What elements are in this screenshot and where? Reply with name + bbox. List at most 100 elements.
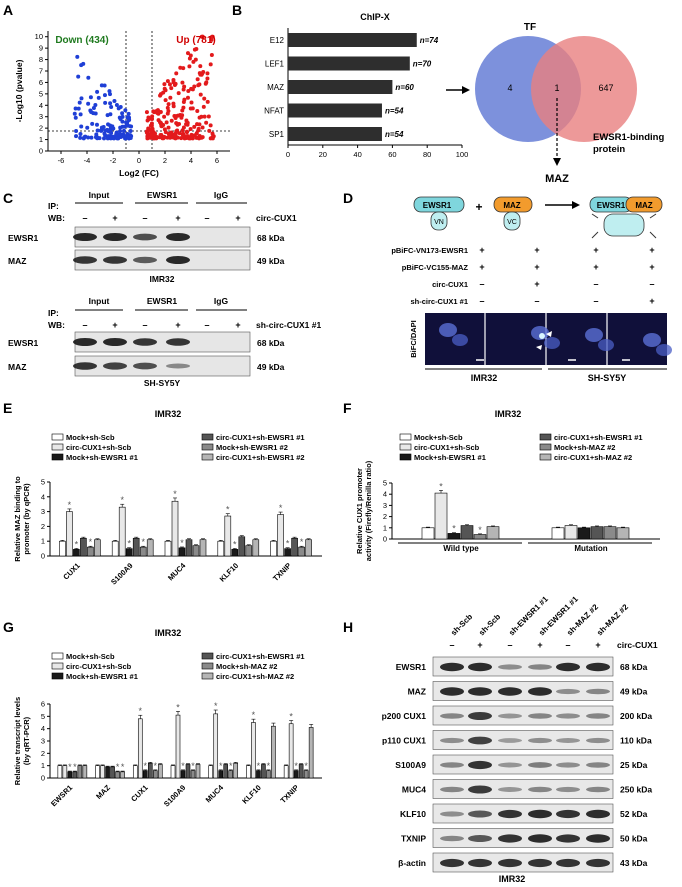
chart-bar bbox=[80, 537, 87, 557]
blot-band bbox=[498, 809, 522, 819]
volcano-point-down bbox=[78, 131, 83, 136]
volcano-point-up bbox=[207, 128, 212, 133]
chart-bar bbox=[139, 546, 147, 557]
legend-swatch bbox=[201, 443, 214, 451]
wb-strip bbox=[432, 852, 614, 873]
volcano-point-down bbox=[118, 129, 123, 134]
volcano-point-down bbox=[124, 123, 129, 128]
volcano-point-down bbox=[115, 132, 120, 137]
blot-band bbox=[498, 687, 522, 696]
volcano-point-up bbox=[204, 120, 209, 125]
volcano-point-up bbox=[146, 115, 151, 120]
chart-ytick: 1 bbox=[41, 761, 45, 770]
significance-star: * bbox=[289, 711, 293, 721]
venn-right-count: 647 bbox=[598, 83, 613, 93]
blot-band bbox=[468, 835, 492, 842]
chart-xtick: Wild type bbox=[443, 544, 479, 553]
chart-bar bbox=[110, 766, 115, 779]
bifc-nucleus bbox=[439, 323, 457, 337]
wb-circ-sign: + bbox=[537, 640, 542, 650]
volcano-point-down bbox=[74, 128, 79, 133]
chart-bar bbox=[105, 766, 110, 779]
chart-title: IMR32 bbox=[495, 409, 522, 419]
chart-bar bbox=[147, 762, 153, 779]
significance-star: * bbox=[144, 761, 148, 771]
svg-text:IP:: IP: bbox=[48, 201, 59, 211]
blot-band bbox=[133, 362, 157, 370]
chart-ytick: 4 bbox=[41, 492, 45, 501]
legend-label: Mock+sh-Scb bbox=[66, 652, 115, 661]
volcano-point-up bbox=[146, 134, 151, 139]
chart-bar bbox=[434, 492, 448, 540]
svg-text:MAZ: MAZ bbox=[635, 201, 652, 210]
chart-bar bbox=[152, 770, 158, 779]
svg-text:MAZ: MAZ bbox=[503, 201, 520, 210]
chipx-xtick: 80 bbox=[423, 150, 431, 159]
venn-result-label: MAZ bbox=[545, 173, 569, 185]
svg-text:IP:: IP: bbox=[48, 308, 59, 318]
blot-band bbox=[133, 338, 157, 346]
chart-bar bbox=[132, 765, 138, 779]
blot-band bbox=[440, 687, 464, 696]
chart-xtick: KLF10 bbox=[240, 783, 263, 806]
chart-bar bbox=[77, 765, 83, 779]
chart-bar bbox=[115, 771, 120, 779]
volcano-point-up bbox=[208, 123, 213, 128]
coip-sign: – bbox=[82, 213, 87, 223]
volcano-point-up bbox=[189, 100, 194, 105]
legend-swatch bbox=[201, 662, 214, 670]
volcano-point-up bbox=[149, 127, 154, 132]
volcano-point-up bbox=[188, 106, 193, 111]
volcano-point-up bbox=[179, 136, 184, 141]
svg-text:SH-SY5Y: SH-SY5Y bbox=[588, 373, 627, 383]
chipx-bar-label: E12 bbox=[270, 36, 285, 45]
chart-bar bbox=[551, 527, 565, 540]
volcano-point-up bbox=[175, 122, 180, 127]
volcano-point-up bbox=[189, 134, 194, 139]
chart-bar bbox=[447, 533, 461, 540]
volcano-point-down bbox=[88, 95, 93, 100]
chipx-bar-label: LEF1 bbox=[265, 60, 285, 69]
legend-label: Mock+sh-Scb bbox=[414, 433, 463, 442]
chart-bar bbox=[224, 515, 232, 557]
svg-text:IMR32: IMR32 bbox=[499, 874, 526, 884]
panel-label-C: C bbox=[3, 190, 13, 206]
chart-bar bbox=[218, 770, 224, 779]
blot-band bbox=[468, 712, 492, 720]
blot-band bbox=[528, 834, 552, 843]
coip-sign: – bbox=[204, 213, 209, 223]
chart-bar bbox=[293, 770, 299, 779]
blot-band bbox=[73, 362, 97, 370]
venn-ewsr1-circle bbox=[531, 36, 637, 142]
svg-text:WB:: WB: bbox=[48, 320, 65, 330]
wb-strip bbox=[432, 828, 614, 848]
volcano-point-up bbox=[197, 71, 202, 76]
bifc-sign: + bbox=[649, 262, 654, 272]
volcano-point-up bbox=[188, 53, 193, 58]
volcano-point-down bbox=[128, 129, 133, 134]
svg-text:EWSR1: EWSR1 bbox=[597, 201, 626, 210]
volcano-point-up bbox=[195, 122, 200, 127]
volcano-point-up bbox=[162, 82, 167, 87]
blot-band bbox=[103, 338, 127, 346]
volcano-point-down bbox=[91, 106, 96, 111]
volcano-point-up bbox=[192, 124, 197, 129]
legend-label: circ-CUX1+sh-MAZ #2 bbox=[554, 453, 632, 462]
chart-ytick: 3 bbox=[383, 501, 387, 510]
volcano-point-up bbox=[186, 88, 191, 93]
wb-row-label: TXNIP bbox=[401, 834, 426, 844]
volcano-point-down bbox=[109, 105, 114, 110]
chart-ytick: 4 bbox=[41, 724, 45, 733]
wb-kda-label: 250 kDa bbox=[620, 785, 652, 795]
significance-star: * bbox=[452, 524, 456, 534]
chart-bar bbox=[261, 764, 266, 779]
volcano-point-up bbox=[169, 118, 174, 123]
volcano-point-up bbox=[169, 86, 174, 91]
wb-strip bbox=[432, 779, 614, 799]
panel-label-E: E bbox=[3, 400, 12, 416]
blot-band bbox=[468, 858, 492, 868]
volcano-point-down bbox=[111, 126, 116, 131]
volcano-point-up bbox=[185, 95, 190, 100]
blot-band bbox=[468, 785, 492, 794]
volcano-point-up bbox=[176, 91, 181, 96]
